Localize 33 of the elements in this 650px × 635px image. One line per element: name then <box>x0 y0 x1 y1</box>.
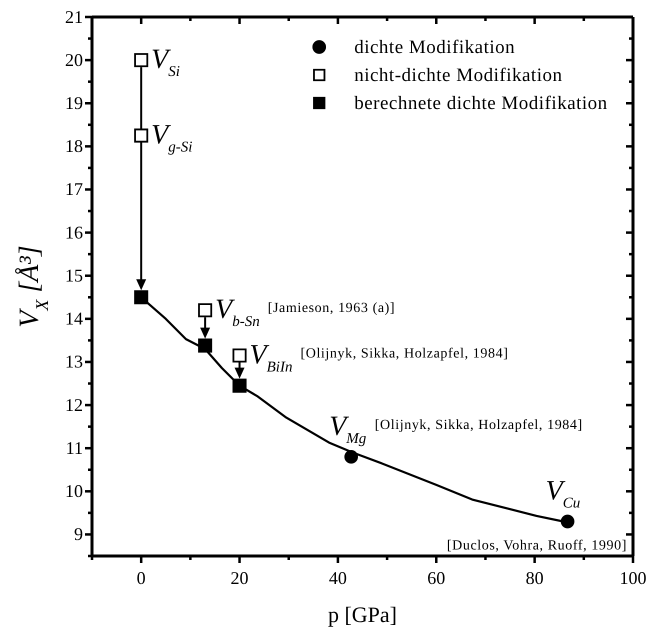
y-tick-label: 14 <box>65 308 83 329</box>
y-tick-label: 13 <box>65 352 83 372</box>
y-tick-label: 18 <box>65 136 83 156</box>
annotation: [Jamieson, 1963 (a)] <box>268 301 396 316</box>
annotation: [Olijnyk, Sikka, Holzapfel, 1984] <box>374 418 583 433</box>
x-tick-label: 20 <box>230 568 249 588</box>
y-tick-label: 20 <box>65 50 83 70</box>
legend-label: nicht-dichte Modifikation <box>354 65 562 86</box>
legend-label: dichte Modifikation <box>354 37 516 58</box>
x-axis-title: p [GPa] <box>328 602 398 627</box>
y-tick-label: 19 <box>65 93 83 113</box>
annotation: V$_{BiIn}$ <box>250 339 292 376</box>
y-tick-label: 10 <box>65 481 83 502</box>
x-tick-label: 80 <box>526 568 544 588</box>
annotation: V$_{Si}$ <box>151 44 180 80</box>
y-tick-label: 21 <box>65 6 83 27</box>
y-tick-label: 15 <box>65 265 83 286</box>
y-tick-label: 9 <box>74 524 83 544</box>
x-tick-label: 60 <box>427 568 446 588</box>
legend-label: berechnete dichte Modifikation <box>354 93 608 114</box>
x-tick-label: 0 <box>136 568 146 588</box>
annotation: [Duclos, Vohra, Ruoff, 1990] <box>446 538 627 554</box>
x-tick-label: 40 <box>328 568 347 588</box>
annotation: V$_{g-Si}$ <box>151 120 192 156</box>
annotation: V$_{Mg}$ <box>329 410 367 447</box>
y-tick-label: 11 <box>66 438 83 458</box>
annotation: V$_{b-Sn}$ <box>215 294 260 330</box>
y-tick-label: 16 <box>65 222 83 242</box>
y-tick-label: 17 <box>65 179 83 200</box>
annotation: [Olijnyk, Sikka, Holzapfel, 1984] <box>300 346 508 362</box>
x-tick-label: 100 <box>620 568 646 588</box>
annotation: V$_{Cu}$ <box>546 476 580 512</box>
y-tick-label: 12 <box>65 394 83 415</box>
